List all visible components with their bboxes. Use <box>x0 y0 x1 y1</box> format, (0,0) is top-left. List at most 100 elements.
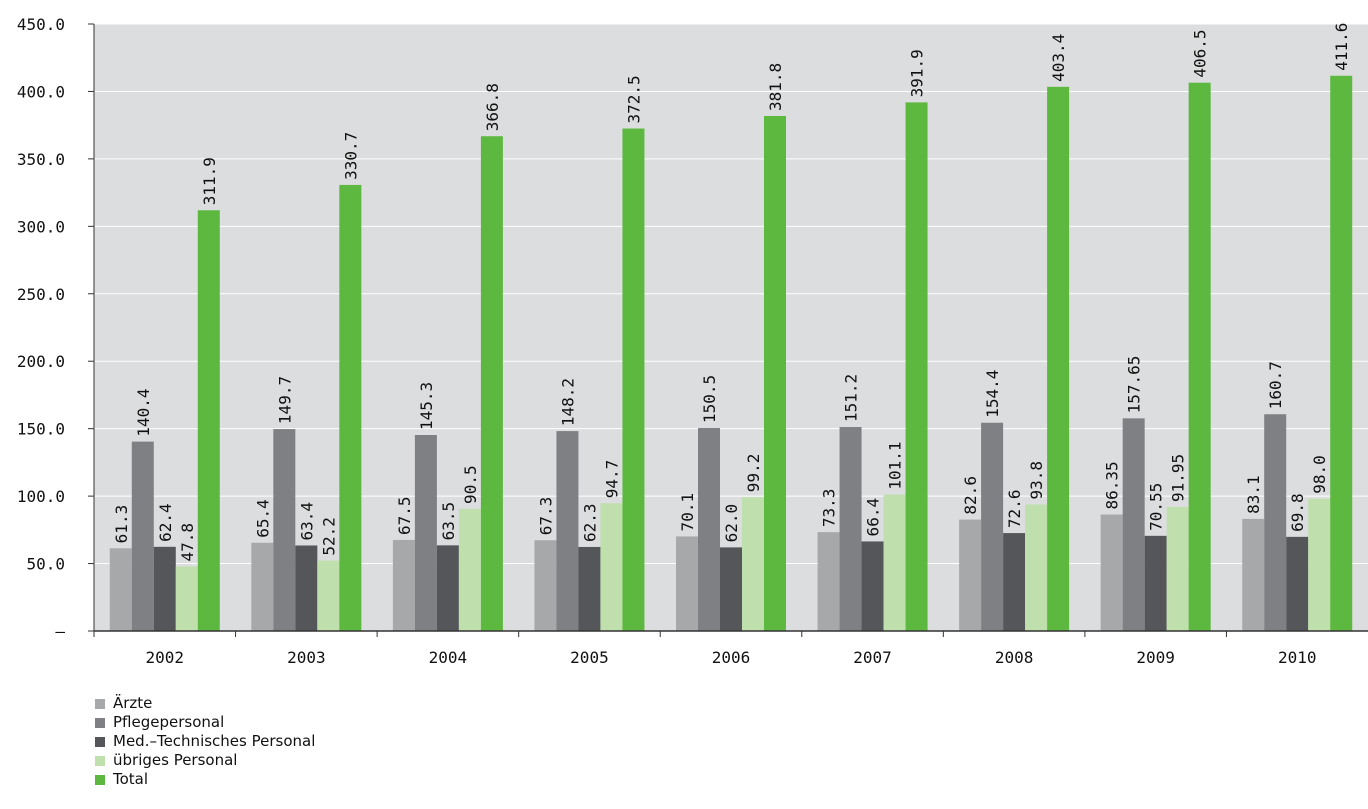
y-tick-label: – <box>55 622 65 641</box>
data-label: 70.55 <box>1147 483 1166 531</box>
y-tick-label: 200.0 <box>17 352 65 371</box>
data-label: 65.4 <box>253 499 272 538</box>
bar <box>959 519 982 631</box>
data-label: 70.1 <box>678 493 697 532</box>
data-label: 83.1 <box>1244 475 1263 514</box>
data-label: 62.3 <box>580 503 599 542</box>
bar <box>175 566 198 631</box>
data-label: 149.7 <box>275 376 294 424</box>
data-label: 101.1 <box>886 441 905 489</box>
data-label: 150.5 <box>700 375 719 423</box>
bar <box>317 560 340 631</box>
x-tick-label: 2005 <box>570 648 609 667</box>
y-tick-label: 350.0 <box>17 150 65 169</box>
data-label: 154.4 <box>983 370 1002 418</box>
bar <box>556 431 579 631</box>
bar <box>720 547 742 631</box>
x-axis: 2002 2003 2004 2005 2006 2007 2008 2009 2010 <box>93 24 1368 667</box>
bar <box>1025 504 1048 631</box>
bar <box>436 545 459 631</box>
bar <box>1188 82 1211 632</box>
bar <box>339 184 362 632</box>
bar <box>1308 498 1331 631</box>
bar <box>861 541 884 631</box>
data-label: 330.7 <box>341 132 360 180</box>
x-tick-label: 2004 <box>429 648 468 667</box>
legend: Ärzte Pflegepersonal Med.–Technisches Pers… <box>95 694 315 789</box>
bar <box>392 539 415 631</box>
y-tick-label: 450.0 <box>17 15 65 34</box>
y-tick-label: 250.0 <box>17 285 65 304</box>
legend-swatch <box>95 774 105 785</box>
data-label: 61.3 <box>112 505 131 544</box>
data-label: 145.3 <box>417 382 436 430</box>
y-tick-label: 150.0 <box>17 420 65 439</box>
data-label: 406.5 <box>1191 30 1210 78</box>
bars <box>109 75 1353 632</box>
bar <box>839 427 862 631</box>
bar-chart: – 50.0 100.0 150.0 200.0 250.0 300.0 350.0 400.0… <box>17 15 1368 667</box>
bar <box>153 546 176 631</box>
legend-label: Total <box>113 770 149 788</box>
data-label: 52.2 <box>319 517 338 556</box>
data-label: 86.35 <box>1103 461 1122 509</box>
legend-item: Total <box>95 770 315 789</box>
x-tick-label: 2008 <box>995 648 1034 667</box>
bar <box>1047 86 1070 632</box>
legend-swatch <box>95 736 105 747</box>
data-label: 160.7 <box>1266 361 1285 409</box>
bar <box>578 546 601 631</box>
bar <box>676 536 698 631</box>
bar <box>534 540 557 631</box>
x-tick-label: 2010 <box>1278 648 1317 667</box>
bar <box>600 503 623 631</box>
legend-item: übriges Personal <box>95 751 315 770</box>
legend-label: Ärzte <box>113 694 153 712</box>
bar <box>817 532 840 631</box>
x-tick-label: 2006 <box>712 648 751 667</box>
data-label: 148.2 <box>558 378 577 426</box>
bar <box>1003 533 1026 631</box>
data-label: 82.6 <box>961 476 980 515</box>
bar <box>1264 414 1287 631</box>
bar <box>1100 514 1123 631</box>
data-label: 73.3 <box>820 489 839 528</box>
bar <box>764 115 786 632</box>
bar <box>981 422 1004 631</box>
bar <box>1286 536 1309 631</box>
data-label: 67.3 <box>536 497 555 536</box>
data-label: 66.4 <box>864 498 883 537</box>
data-labels: 61.3 140.4 62.447.8 311.9 65.4 149.7 63.4 52.2 3… <box>112 23 1351 562</box>
data-label: 72.6 <box>1005 490 1024 529</box>
legend-swatch <box>95 717 105 728</box>
bar <box>1122 418 1145 631</box>
legend-label: übriges Personal <box>113 751 238 769</box>
bar <box>698 427 720 631</box>
legend-label: Pflegepersonal <box>113 713 225 731</box>
legend-item: Med.–Technisches Personal <box>95 732 315 751</box>
bar <box>414 435 437 631</box>
data-label: 93.8 <box>1027 461 1046 500</box>
bar <box>273 429 296 631</box>
bar <box>458 508 481 631</box>
data-label: 62.0 <box>722 504 741 543</box>
legend-item: Ärzte <box>95 694 315 713</box>
legend-label: Med.–Technisches Personal <box>113 732 316 750</box>
data-label: 63.5 <box>439 502 458 541</box>
y-axis-ticks: – 50.0 100.0 150.0 200.0 250.0 300.0 350.0 400.0… <box>17 15 94 641</box>
x-tick-label: 2002 <box>146 648 185 667</box>
bar <box>742 497 764 631</box>
y-tick-label: 300.0 <box>17 217 65 236</box>
bar <box>131 441 154 631</box>
plot-background <box>94 24 1368 631</box>
data-label: 366.8 <box>483 83 502 131</box>
data-label: 140.4 <box>134 388 153 436</box>
bar <box>1242 518 1265 631</box>
data-label: 372.5 <box>624 75 643 123</box>
data-label: 157.65 <box>1125 356 1144 414</box>
data-label: 311.9 <box>200 157 219 205</box>
legend-item: Pflegepersonal <box>95 713 315 732</box>
data-label: 90.5 <box>461 465 480 504</box>
bar <box>1330 75 1353 631</box>
bar <box>295 545 318 631</box>
